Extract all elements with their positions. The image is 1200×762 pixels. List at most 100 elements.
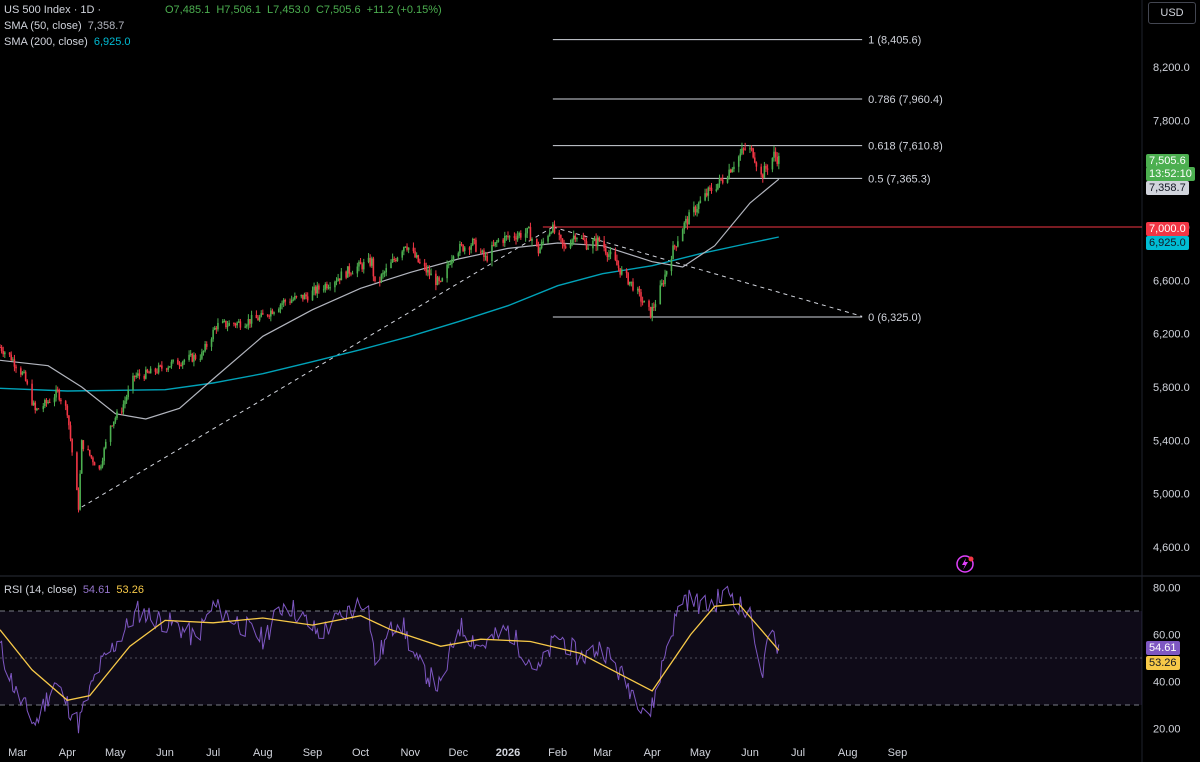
candle-body [177, 359, 179, 365]
candle-body [439, 281, 442, 283]
candle-body [80, 440, 83, 474]
candle-body [662, 283, 665, 285]
candle-body [225, 320, 227, 328]
candle-body [584, 239, 586, 242]
time-axis-label: May [105, 747, 126, 759]
candle-body [281, 303, 283, 305]
hline-price-tag: 7,000.0 [1146, 222, 1189, 236]
candle-body [625, 269, 628, 274]
candle-body [262, 313, 264, 315]
candle-body [483, 250, 485, 257]
candle-body [31, 383, 33, 405]
candle-body [733, 166, 735, 170]
candle-body [338, 278, 341, 281]
candle-body [369, 257, 371, 266]
fib-level-label: 0.786 (7,960.4) [868, 94, 943, 106]
candle-body [258, 316, 261, 321]
candle-body [653, 306, 655, 308]
candle-body [249, 319, 251, 324]
price-tick-label: 5,400.0 [1153, 435, 1190, 447]
candle-body [383, 272, 386, 274]
lightning-icon[interactable] [956, 555, 974, 573]
candle-body [34, 402, 37, 411]
candle-body [316, 285, 319, 294]
candle-body [289, 301, 291, 303]
time-axis-label: Jul [791, 747, 805, 759]
candle-body [693, 206, 695, 213]
candle-body [753, 157, 756, 163]
candle-body [761, 174, 764, 179]
candle-body [760, 166, 762, 175]
candle-body [44, 400, 46, 407]
candle-body [721, 179, 724, 183]
time-axis-label: May [690, 747, 711, 759]
candle-body [237, 321, 240, 323]
symbol-label[interactable]: US 500 Index · 1D · [4, 4, 102, 16]
sma50-legend[interactable]: SMA (50, close) 7,358.7 [4, 19, 127, 33]
candle-body [170, 361, 173, 367]
candle-body [250, 314, 253, 324]
candle-body [638, 288, 641, 293]
candle-body [101, 460, 104, 467]
candle-body [58, 390, 61, 400]
candle-body [414, 251, 416, 258]
candle-body [210, 339, 213, 347]
candle-body [728, 169, 730, 178]
candle-body [552, 224, 554, 233]
candle-body [670, 258, 673, 272]
candle-body [226, 325, 229, 328]
rsi-ma-price-tag: 53.26 [1146, 656, 1180, 670]
candle-body [741, 148, 743, 154]
candle-body [114, 418, 117, 422]
candle-body [484, 256, 487, 258]
candle-body [393, 258, 396, 260]
sma50-line [0, 178, 780, 420]
candle-body [539, 248, 541, 254]
candle-body [337, 278, 339, 282]
candle-body [640, 292, 642, 302]
candle-body [314, 286, 317, 294]
candle-body [427, 269, 429, 273]
candle-body [329, 287, 331, 289]
candle-body [766, 168, 769, 170]
rsi-legend[interactable]: RSI (14, close) 54.61 53.26 [4, 583, 147, 597]
candle-body [707, 187, 710, 196]
candle-body [406, 246, 408, 250]
candle-body [313, 286, 315, 291]
candle-body [270, 310, 272, 317]
candle-body [188, 354, 190, 360]
candle-body [13, 359, 16, 367]
candle-body [311, 290, 314, 301]
candle-body [515, 237, 517, 240]
candle-body [686, 218, 689, 225]
time-axis-label: Sep [888, 747, 908, 759]
candle-body [335, 281, 338, 283]
candle-body [348, 266, 351, 274]
candle-body [718, 178, 721, 184]
candle-body [457, 253, 460, 257]
candle-body [36, 408, 38, 411]
rsi-tick-label: 20.00 [1153, 724, 1181, 736]
currency-button[interactable]: USD [1148, 2, 1196, 24]
candle-body [672, 245, 674, 259]
candle-body [324, 283, 327, 290]
candle-body [572, 235, 575, 240]
candle-body [604, 248, 607, 254]
candle-body [548, 232, 551, 236]
sma200-legend[interactable]: SMA (200, close) 6,925.0 [4, 35, 134, 49]
candle-body [447, 264, 450, 266]
candle-body [423, 262, 426, 267]
time-axis-label: Feb [548, 747, 567, 759]
candle-body [391, 258, 394, 263]
candle-body [149, 368, 152, 374]
candle-body [217, 322, 219, 330]
sma50-value: 7,358.7 [87, 20, 125, 32]
time-axis-label: Aug [838, 747, 858, 759]
candle-body [502, 239, 504, 243]
candle-body [351, 273, 354, 275]
open-value: O7,485.1 [165, 4, 211, 16]
candle-body [8, 352, 11, 355]
rsi-label: RSI (14, close) [4, 584, 77, 596]
candle-body [709, 187, 711, 189]
